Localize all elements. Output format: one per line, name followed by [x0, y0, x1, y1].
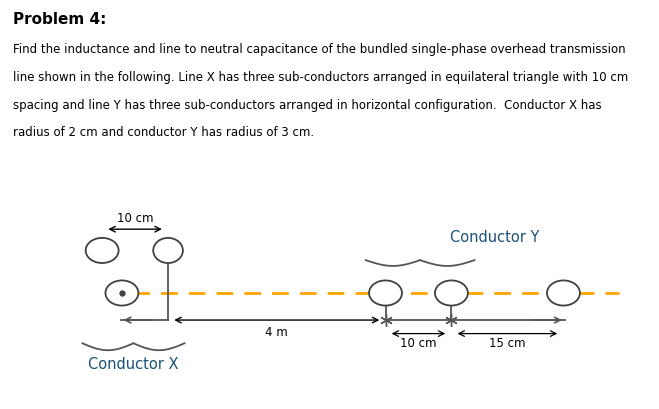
Text: Find the inductance and line to neutral capacitance of the bundled single-phase : Find the inductance and line to neutral …	[13, 43, 626, 56]
Text: Conductor Y: Conductor Y	[449, 230, 539, 245]
Ellipse shape	[105, 281, 138, 306]
Text: 10 cm: 10 cm	[117, 212, 154, 225]
Ellipse shape	[435, 281, 468, 306]
Text: line shown in the following. Line X has three sub-conductors arranged in equilat: line shown in the following. Line X has …	[13, 71, 629, 84]
Text: 10 cm: 10 cm	[400, 337, 437, 351]
Text: Problem 4:: Problem 4:	[13, 12, 107, 27]
Text: radius of 2 cm and conductor Y has radius of 3 cm.: radius of 2 cm and conductor Y has radiu…	[13, 126, 314, 139]
Ellipse shape	[547, 281, 580, 306]
Ellipse shape	[86, 238, 119, 263]
Text: spacing and line Y has three sub-conductors arranged in horizontal configuration: spacing and line Y has three sub-conduct…	[13, 99, 602, 112]
Ellipse shape	[153, 238, 183, 263]
Text: 15 cm: 15 cm	[489, 337, 526, 351]
Text: 4 m: 4 m	[266, 326, 288, 339]
Text: Conductor X: Conductor X	[88, 357, 179, 372]
Ellipse shape	[369, 281, 402, 306]
